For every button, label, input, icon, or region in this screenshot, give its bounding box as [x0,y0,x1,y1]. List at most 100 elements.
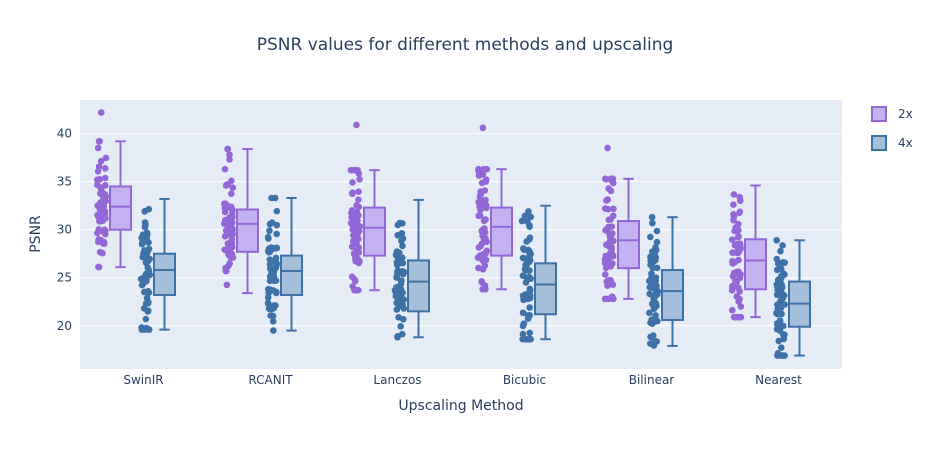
data-point [398,330,406,338]
data-point [273,230,280,238]
data-point [653,338,660,345]
data-point [265,245,273,252]
data-point [394,333,401,341]
data-point [223,181,231,188]
data-point [398,230,406,237]
data-point [775,337,783,345]
legend[interactable]: 2x 4x [871,106,913,151]
box-iqr [236,208,259,253]
data-point [608,246,615,254]
data-point [268,266,275,274]
y-axis-label: PSNR [28,215,44,253]
data-point [525,248,533,256]
data-point [93,176,101,184]
data-point [602,264,610,272]
data-point [394,267,402,274]
data-point [733,268,741,276]
data-point [100,238,108,246]
data-point [735,256,742,264]
data-point [608,293,616,300]
data-point [226,156,233,163]
data-point [652,254,659,261]
x-tick-label: SwinIR [123,373,163,387]
data-point [95,263,103,271]
data-point [273,207,281,215]
data-point [228,190,235,198]
box-iqr [490,206,513,257]
data-point [524,312,532,319]
data-point [273,260,280,267]
data-point [268,194,275,202]
data-point [732,277,739,285]
data-point [526,304,533,311]
data-point [526,236,533,243]
data-point [606,237,614,245]
data-point [478,278,485,285]
data-point [270,277,278,285]
data-point [653,238,661,246]
data-point [476,193,484,201]
data-point [145,298,152,306]
data-point [481,236,489,243]
jitter-points [93,109,789,359]
data-point [481,187,489,194]
data-point [647,233,654,241]
data-point [652,286,660,294]
box-iqr [407,259,430,313]
data-point [735,233,742,240]
data-point [735,284,742,292]
data-point [273,288,280,296]
y-gridlines [80,133,842,327]
data-point [475,165,482,173]
data-point [137,275,145,283]
data-point [400,268,407,276]
y-tick-label: 30 [57,223,72,237]
data-point [349,179,356,186]
data-point [269,318,277,325]
data-point [737,313,745,321]
data-point [481,225,488,232]
data-point [603,253,611,260]
data-point [399,235,407,242]
data-point [264,233,272,241]
data-point [224,248,231,255]
data-point [728,287,736,294]
data-point [221,165,229,173]
data-point [523,274,531,281]
y-tick-label: 40 [57,127,72,141]
data-point [354,223,361,230]
data-point [224,145,231,153]
data-point [775,281,782,289]
data-point [97,157,105,165]
data-point [777,344,785,351]
data-point [94,238,102,246]
data-point [144,307,152,315]
data-point [395,260,402,268]
data-point [729,306,736,314]
data-point [95,213,102,221]
data-point [737,303,745,310]
data-point [653,227,661,235]
data-point [397,253,404,261]
data-point [653,317,661,325]
data-point [273,221,281,229]
outlier-point [604,144,611,152]
data-point [101,210,109,218]
data-point [226,151,233,158]
data-point [733,293,741,300]
data-point [773,236,781,244]
data-point [226,260,233,267]
data-point [101,165,109,172]
data-point [145,326,153,333]
box-iqr [363,206,386,257]
data-point [731,313,739,321]
data-point [348,207,356,214]
legend-label: 4x [898,136,913,150]
data-point [736,193,744,201]
data-point [647,333,654,341]
data-point [228,177,235,185]
data-point [269,312,277,320]
data-point [648,316,655,324]
data-point [522,279,530,286]
data-point [397,291,405,299]
